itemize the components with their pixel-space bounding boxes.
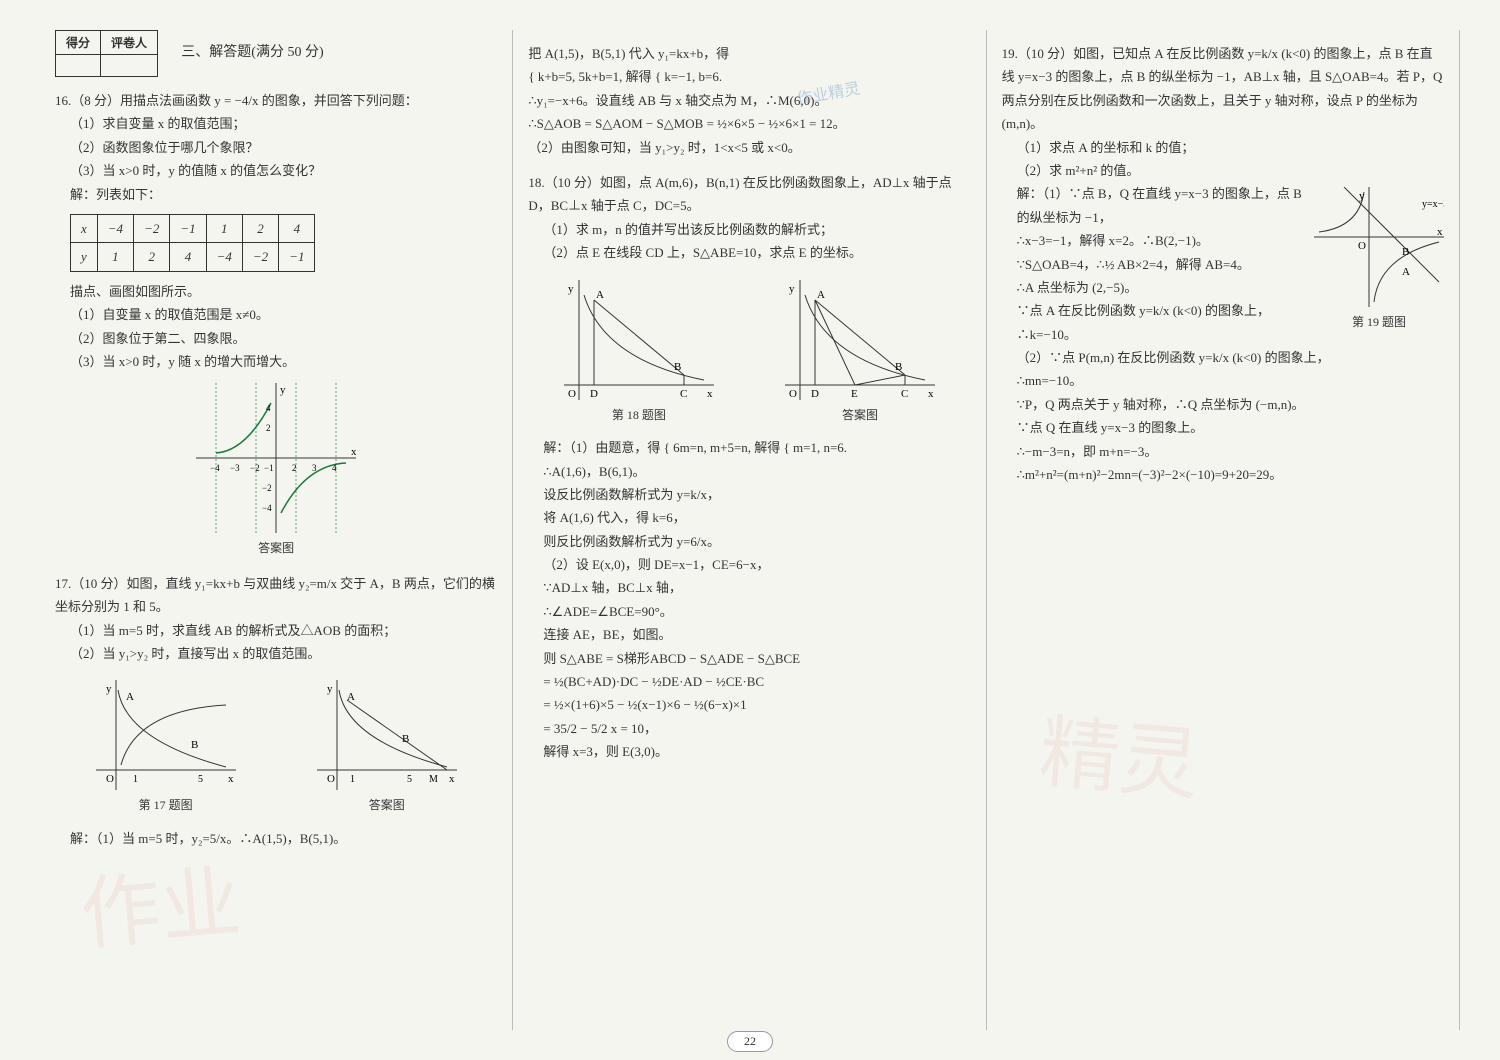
- p16-table: x −4 −2 −1 1 2 4 y 1 2 4 −4 −2 −1: [70, 214, 315, 272]
- svg-text:O: O: [568, 388, 576, 400]
- svg-text:x: x: [449, 773, 455, 785]
- svg-text:O: O: [327, 773, 335, 785]
- svg-text:O: O: [789, 388, 797, 400]
- svg-text:A: A: [817, 289, 825, 301]
- svg-text:2: 2: [292, 463, 297, 473]
- score-table: 得分 评卷人: [55, 30, 158, 77]
- p16-graph: x y −4 −3 −2 −1 2 3 4 4 2 −2 −4 答案图: [55, 383, 497, 560]
- svg-text:1: 1: [133, 774, 138, 785]
- svg-text:O: O: [106, 773, 114, 785]
- svg-text:B: B: [191, 739, 198, 751]
- svg-text:−1: −1: [264, 463, 274, 473]
- svg-text:E: E: [851, 388, 858, 400]
- svg-text:3: 3: [312, 463, 317, 473]
- svg-text:x: x: [1437, 226, 1443, 238]
- svg-text:B: B: [674, 361, 681, 373]
- svg-text:A: A: [596, 289, 604, 301]
- p18-graph1-icon: A B O D C x y: [564, 280, 714, 400]
- svg-text:−4: −4: [210, 463, 220, 473]
- p17-graph1-icon: A B O 1 5 x y: [96, 680, 236, 790]
- p17-sol: 解：（1）当 m=5 时，y₂=5/x。∴A(1,5)，B(5,1)。: [70, 827, 497, 850]
- svg-text:−2: −2: [262, 483, 272, 493]
- svg-text:A: A: [126, 691, 134, 703]
- svg-text:y: y: [789, 283, 795, 295]
- column-1: 得分 评卷人 三、解答题(满分 50 分) 16.（8 分）用描点法画函数 y …: [40, 30, 513, 1030]
- svg-text:y=x−3: y=x−3: [1422, 199, 1444, 210]
- p16-sol: 解：列表如下：: [70, 183, 497, 206]
- svg-text:2: 2: [266, 423, 271, 433]
- problem-18: 18.（10 分）如图，点 A(m,6)，B(n,1) 在反比例函数图象上，AD…: [528, 171, 970, 764]
- svg-text:D: D: [811, 388, 819, 400]
- score-h1: 得分: [56, 31, 101, 55]
- svg-text:4: 4: [332, 463, 337, 473]
- p16-q3: （3）当 x>0 时，y 的值随 x 的值怎么变化？: [70, 159, 497, 182]
- svg-text:y: y: [280, 384, 286, 396]
- p19-graph-icon: y=x−3 O B A x y: [1314, 187, 1444, 307]
- section-title: 三、解答题(满分 50 分): [181, 41, 323, 61]
- p17-graphs: A B O 1 5 x y 第 17 题图 A B: [55, 675, 497, 817]
- p16-a1: （1）自变量 x 的取值范围是 x≠0。: [70, 303, 497, 326]
- p17-head: 17.（10 分）如图，直线 y₁=kx+b 与双曲线 y₂=m/x 交于 A，…: [55, 572, 497, 619]
- svg-text:y: y: [568, 283, 574, 295]
- svg-text:B: B: [402, 733, 409, 745]
- p16-a3: （3）当 x>0 时，y 随 x 的增大而增大。: [70, 350, 497, 373]
- svg-text:x: x: [351, 446, 356, 458]
- p16-a2: （2）图象位于第二、四象限。: [70, 327, 497, 350]
- column-3: 19.（10 分）如图，已知点 A 在反比例函数 y=k/x (k<0) 的图象…: [987, 30, 1460, 1030]
- svg-text:y: y: [1359, 190, 1365, 202]
- svg-text:C: C: [680, 388, 687, 400]
- svg-text:y: y: [106, 683, 112, 695]
- score-h2: 评卷人: [101, 31, 158, 55]
- p19-head: 19.（10 分）如图，已知点 A 在反比例函数 y=k/x (k<0) 的图象…: [1002, 42, 1444, 136]
- p18-head: 18.（10 分）如图，点 A(m,6)，B(n,1) 在反比例函数图象上，AD…: [528, 171, 970, 218]
- svg-text:x: x: [707, 388, 713, 400]
- page-number: 22: [727, 1031, 773, 1052]
- svg-text:D: D: [590, 388, 598, 400]
- p16-a0: 描点、画图如图所示。: [70, 280, 497, 303]
- column-2: 把 A(1,5)，B(5,1) 代入 y₁=kx+b，得 { k+b=5, 5k…: [513, 30, 986, 1030]
- svg-text:A: A: [347, 691, 355, 703]
- svg-text:M: M: [429, 774, 438, 785]
- p16-head: 16.（8 分）用描点法画函数 y = −4/x 的图象，并回答下列问题：: [55, 89, 497, 112]
- p17-q1: （1）当 m=5 时，求直线 AB 的解析式及△AOB 的面积；: [70, 619, 497, 642]
- p16-q1: （1）求自变量 x 的取值范围；: [70, 112, 497, 135]
- p17-cont: 把 A(1,5)，B(5,1) 代入 y₁=kx+b，得 { k+b=5, 5k…: [528, 42, 970, 159]
- svg-text:5: 5: [198, 774, 203, 785]
- svg-text:y: y: [327, 683, 333, 695]
- p19-graph: y=x−3 O B A x y 第 19 题图: [1314, 182, 1444, 334]
- svg-text:x: x: [928, 388, 934, 400]
- problem-16: 16.（8 分）用描点法画函数 y = −4/x 的图象，并回答下列问题： （1…: [55, 89, 497, 560]
- svg-text:−2: −2: [250, 463, 260, 473]
- p16-caption: 答案图: [55, 538, 497, 560]
- score-header: 得分 评卷人 三、解答题(满分 50 分): [55, 30, 497, 77]
- svg-text:−4: −4: [262, 503, 272, 513]
- p18-graph2-icon: A B O D E C x y: [785, 280, 935, 400]
- p17-graph2-icon: A B O 1 5 M x y: [317, 680, 457, 790]
- hyperbola-graph-icon: x y −4 −3 −2 −1 2 3 4 4 2 −2 −4: [196, 383, 356, 533]
- score-cell: [56, 55, 101, 77]
- svg-text:B: B: [1402, 246, 1409, 258]
- svg-text:B: B: [895, 361, 902, 373]
- p16-q2: （2）函数图象位于哪几个象限？: [70, 136, 497, 159]
- svg-text:1: 1: [350, 774, 355, 785]
- svg-text:A: A: [1402, 266, 1410, 278]
- problem-19: 19.（10 分）如图，已知点 A 在反比例函数 y=k/x (k<0) 的图象…: [1002, 42, 1444, 486]
- svg-text:4: 4: [266, 403, 271, 413]
- svg-text:O: O: [1358, 240, 1366, 252]
- svg-text:C: C: [901, 388, 908, 400]
- problem-17: 17.（10 分）如图，直线 y₁=kx+b 与双曲线 y₂=m/x 交于 A，…: [55, 572, 497, 851]
- svg-text:5: 5: [407, 774, 412, 785]
- svg-text:−3: −3: [230, 463, 240, 473]
- svg-text:x: x: [228, 773, 234, 785]
- p18-graphs: A B O D C x y 第 18 题图: [528, 275, 970, 427]
- p17-q2: （2）当 y₁>y₂ 时，直接写出 x 的取值范围。: [70, 642, 497, 665]
